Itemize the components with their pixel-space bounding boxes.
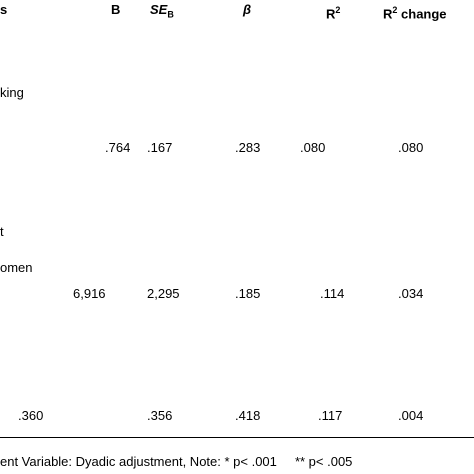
header-cell: β <box>243 2 252 17</box>
table-cell: 6,916 <box>73 286 106 301</box>
header-text: R <box>326 6 336 22</box>
table-cell: .080 <box>398 140 424 155</box>
header-cell: R2 <box>326 2 340 22</box>
header-cell: SEB <box>150 2 174 23</box>
table-cell: .764 <box>105 140 131 155</box>
row-label: omen <box>0 260 33 275</box>
table-cell: .034 <box>398 286 424 301</box>
table-cell: .185 <box>235 286 261 301</box>
table-cell: .360 <box>18 408 44 423</box>
table-cell: .418 <box>235 408 261 423</box>
footer-note: ent Variable: Dyadic adjustment, Note: *… <box>0 454 353 469</box>
header-cell: s <box>0 2 8 17</box>
row-label: king <box>0 85 24 100</box>
header-cell: R2 change <box>383 2 447 22</box>
table-cell: .356 <box>147 408 173 423</box>
table-cell: .117 <box>318 408 343 423</box>
table-cell: .114 <box>320 286 345 301</box>
table-cell: 2,295 <box>147 286 180 301</box>
header-sub: B <box>167 9 174 20</box>
table-rule <box>0 437 474 438</box>
header-sup: 2 <box>392 5 398 15</box>
header-text: R <box>383 6 393 22</box>
header-sup: 2 <box>335 5 341 15</box>
header-text: SE <box>150 2 168 17</box>
table-cell: .004 <box>398 408 424 423</box>
header-text: change <box>397 6 447 22</box>
table-cell: .080 <box>300 140 326 155</box>
table-cell: .167 <box>147 140 173 155</box>
header-cell: B <box>111 2 121 17</box>
table-cell: .283 <box>235 140 261 155</box>
row-label: t <box>0 224 4 239</box>
